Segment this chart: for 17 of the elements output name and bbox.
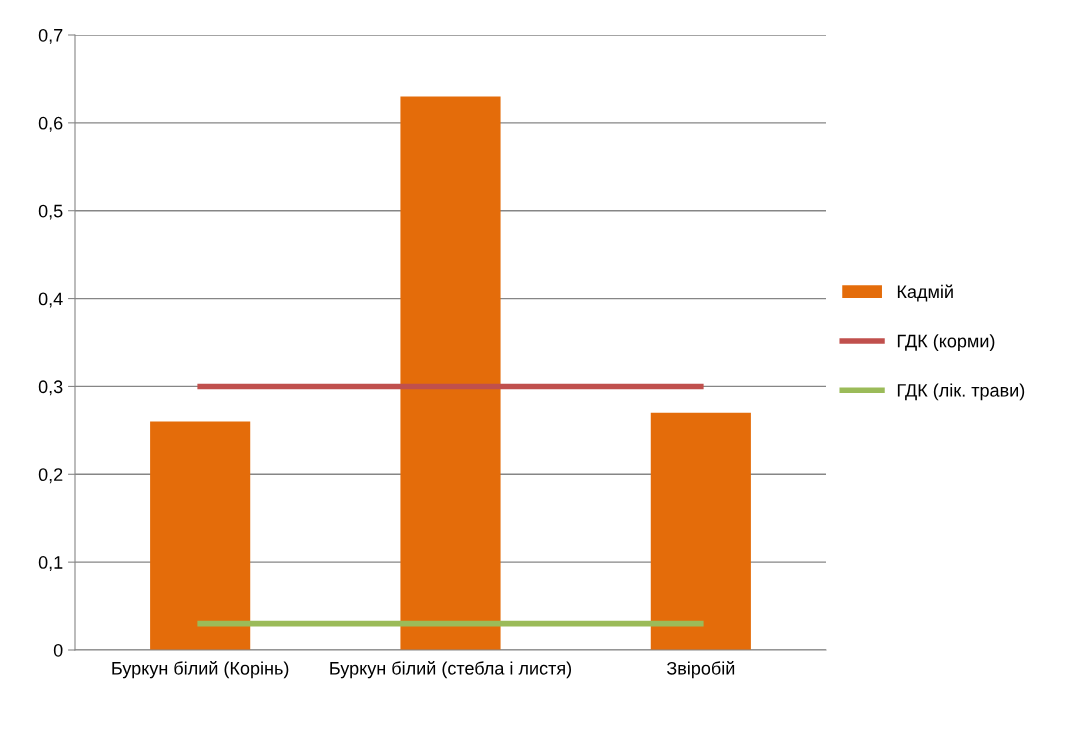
bar xyxy=(650,412,751,650)
bar xyxy=(150,421,251,650)
y-tick-label: 0,1 xyxy=(38,556,63,571)
x-tick-label: Звіробій xyxy=(666,661,735,679)
bar xyxy=(400,96,501,650)
x-tick-label: Буркун білий (Корінь) xyxy=(112,661,289,679)
y-tick-label: 0,7 xyxy=(38,28,63,44)
y-tick-label: 0,5 xyxy=(38,204,63,220)
legend-label: Кадмій xyxy=(897,284,953,302)
legend-label: ГДК (лік. трави) xyxy=(897,383,1025,401)
y-tick-label: 0,4 xyxy=(38,292,63,308)
x-tick-label: Буркун білий (стебла і листя) xyxy=(330,661,572,679)
y-tick-label: 0 xyxy=(53,643,63,657)
y-tick-label: 0,2 xyxy=(38,468,63,484)
legend-label: ГДК (корми) xyxy=(897,334,995,351)
y-tick-label: 0,6 xyxy=(38,116,63,132)
y-tick-label: 0,3 xyxy=(38,380,63,396)
